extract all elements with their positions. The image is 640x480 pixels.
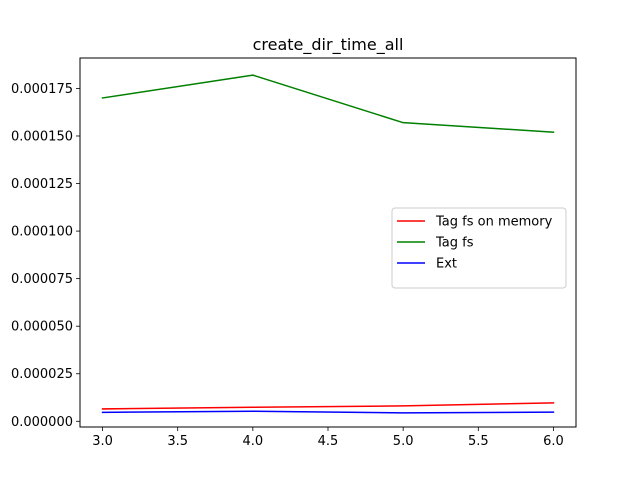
y-tick-label: 0.000050	[11, 320, 73, 335]
legend-box	[391, 207, 567, 289]
y-tick-label: 0.000150	[11, 129, 73, 144]
y-tick-label: 0.000175	[11, 82, 73, 97]
y-axis: 0.000000 0.000025 0.000050 0.000075 0.000100…	[11, 82, 80, 430]
legend-label-1: Tag fs	[435, 236, 474, 251]
legend-label-0: Tag fs on memory	[435, 215, 553, 230]
y-tick-label: 0.000075	[11, 272, 73, 287]
legend-label-2: Ext	[436, 257, 457, 272]
y-tick-label: 0.000000	[11, 415, 73, 430]
x-axis: 3.0 3.5 4.0 4.5 5.0 5.5 6.0	[92, 427, 564, 449]
series-line-2	[101, 410, 555, 414]
x-tick-label: 4.5	[318, 434, 339, 449]
x-tick-label: 4.0	[243, 434, 264, 449]
series-line-1	[101, 74, 555, 133]
x-tick-label: 6.0	[543, 434, 564, 449]
chart-title: create_dir_time_all	[253, 35, 404, 55]
series-layer	[101, 74, 555, 414]
x-tick-label: 5.5	[468, 434, 489, 449]
x-tick-label: 3.5	[167, 434, 188, 449]
y-tick-label: 0.000100	[11, 225, 73, 240]
legend: Tag fs on memory Tag fs Ext	[391, 207, 567, 289]
y-tick-label: 0.000125	[11, 177, 73, 192]
x-tick-label: 3.0	[92, 434, 113, 449]
y-tick-label: 0.000025	[11, 367, 73, 382]
series-line-0	[101, 402, 555, 410]
x-tick-label: 5.0	[393, 434, 414, 449]
